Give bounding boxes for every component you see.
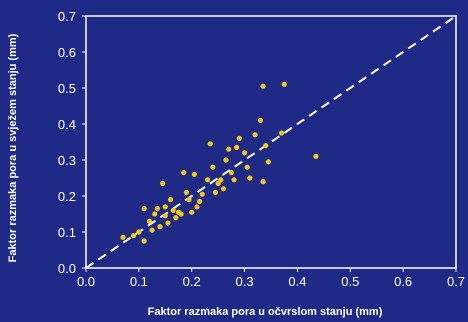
data-point-29 — [210, 164, 216, 170]
data-point-40 — [241, 150, 248, 156]
y-tick-label-1: 0.1 — [58, 225, 76, 240]
data-point-8 — [154, 206, 160, 212]
data-point-6 — [149, 227, 155, 233]
data-point-32 — [218, 177, 224, 183]
data-point-9 — [157, 224, 163, 230]
data-point-28 — [207, 141, 213, 147]
data-point-35 — [226, 146, 232, 152]
data-point-2 — [136, 229, 142, 235]
reference-line — [85, 15, 457, 269]
data-point-7 — [152, 211, 158, 217]
data-point-20 — [183, 189, 190, 195]
data-point-33 — [220, 186, 227, 192]
data-point-22 — [189, 209, 195, 215]
x-tick-label-0: 0.0 — [77, 274, 95, 289]
data-point-1 — [130, 233, 137, 239]
data-point-34 — [223, 157, 229, 163]
data-point-36 — [228, 170, 234, 176]
data-point-50 — [281, 81, 287, 87]
data-point-26 — [199, 191, 205, 197]
x-tick-label-6: 0.6 — [394, 274, 412, 289]
data-point-38 — [234, 144, 240, 150]
data-point-3 — [141, 238, 147, 244]
data-point-51 — [313, 153, 319, 159]
plot-frame — [85, 15, 457, 269]
x-axis-ticks: 0.0 0.1 0.2 0.3 0.4 0.5 0.6 0.7 — [77, 268, 465, 289]
data-point-31 — [215, 180, 221, 186]
data-point-42 — [247, 175, 253, 181]
data-point-5 — [146, 218, 153, 224]
x-tick-label-7: 0.7 — [447, 274, 465, 289]
data-point-4 — [141, 206, 147, 212]
y-tick-label-3: 0.3 — [58, 153, 76, 168]
data-point-48 — [265, 159, 271, 165]
data-point-15 — [170, 207, 176, 213]
y-tick-label-0: 0.0 — [58, 261, 76, 276]
x-axis-title: Faktor razmaka pora u očvrslom stanju (m… — [148, 306, 383, 318]
data-point-27 — [204, 177, 211, 183]
data-point-18 — [178, 211, 184, 217]
data-point-43 — [252, 132, 258, 138]
x-tick-label-2: 0.2 — [183, 274, 201, 289]
data-point-21 — [186, 197, 192, 203]
data-point-0 — [120, 234, 126, 240]
x-tick-label-5: 0.5 — [341, 274, 359, 289]
data-point-30 — [212, 189, 219, 195]
data-point-10 — [160, 180, 166, 186]
y-tick-label-5: 0.5 — [58, 81, 76, 96]
data-point-41 — [244, 164, 250, 170]
data-point-16 — [173, 215, 179, 221]
x-tick-label-4: 0.4 — [288, 274, 306, 289]
data-point-11 — [162, 213, 168, 219]
data-point-49 — [278, 130, 285, 136]
data-point-13 — [165, 220, 171, 226]
data-point-14 — [167, 197, 174, 203]
x-tick-label-1: 0.1 — [130, 274, 148, 289]
y-axis-ticks: 0.0 0.1 0.2 0.3 0.4 0.5 0.6 0.7 — [58, 9, 86, 276]
y-tick-label-4: 0.4 — [58, 117, 76, 132]
data-point-23 — [191, 171, 197, 177]
y-tick-label-7: 0.7 — [58, 9, 76, 24]
data-point-25 — [197, 198, 203, 204]
x-tick-label-3: 0.3 — [236, 274, 254, 289]
data-point-44 — [257, 117, 264, 123]
data-point-24 — [194, 204, 200, 210]
data-point-39 — [236, 135, 242, 141]
y-tick-label-6: 0.6 — [58, 45, 76, 60]
data-point-12 — [162, 204, 168, 210]
data-point-19 — [181, 170, 187, 176]
y-tick-label-2: 0.2 — [58, 189, 76, 204]
data-point-46 — [260, 83, 266, 89]
data-point-47 — [263, 143, 269, 149]
plot-area — [85, 15, 457, 269]
y-axis-title: Faktor razmaka pora u svježem stanju (mm… — [7, 33, 19, 262]
data-point-45 — [260, 179, 266, 185]
data-point-37 — [231, 177, 237, 183]
